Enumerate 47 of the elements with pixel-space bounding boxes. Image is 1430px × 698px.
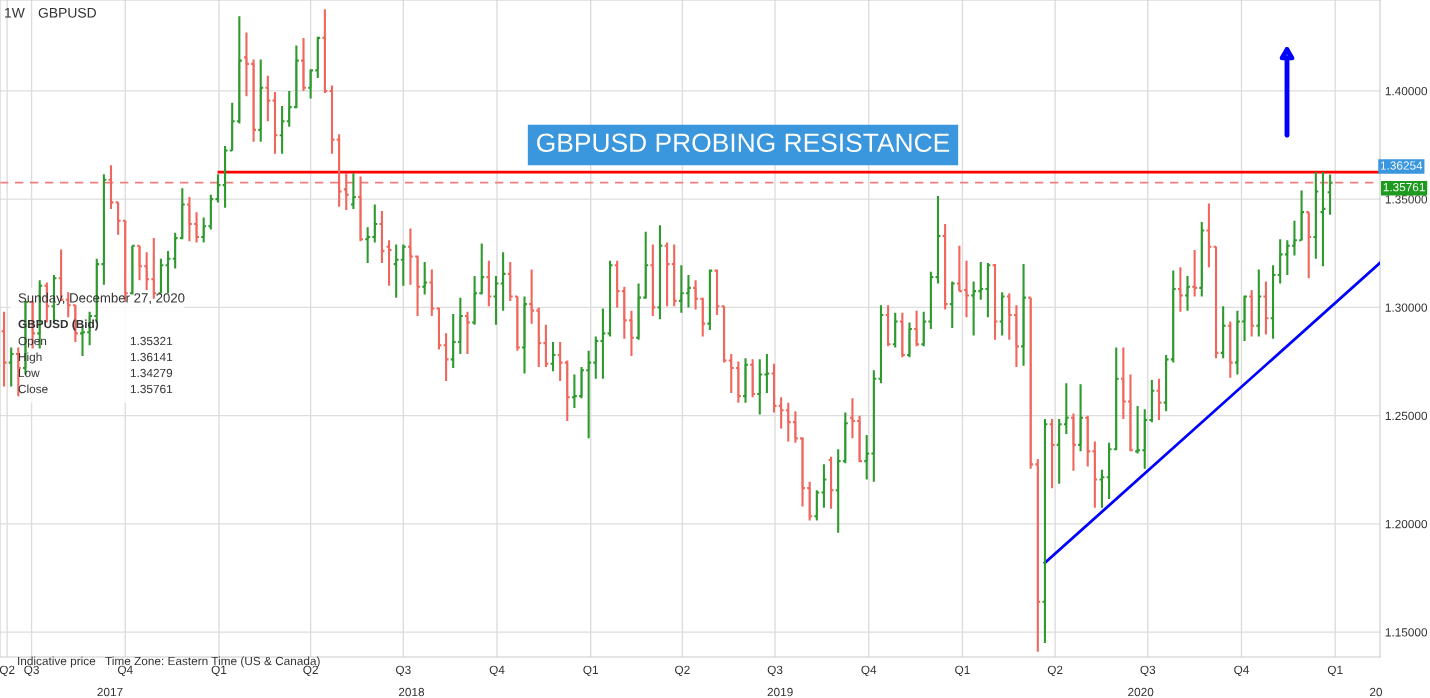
x-tick-label: Q2 xyxy=(1047,665,1063,677)
annotation: 1.36141 xyxy=(130,352,173,362)
candlestick xyxy=(494,274,498,326)
x-tick-label: Q3 xyxy=(395,665,411,677)
candlestick xyxy=(109,164,113,210)
y-tick-label: 1.40000 xyxy=(1385,86,1428,96)
candlestick xyxy=(936,194,940,285)
y-tick-label: 1.30000 xyxy=(1385,303,1428,312)
x-tick-label: Q3 xyxy=(24,665,39,677)
x-tick-label: Q4 xyxy=(1234,665,1250,677)
annotation: Low xyxy=(18,368,40,378)
x2-tick-label: 20 xyxy=(1369,687,1383,697)
ref-line-label: 1.35761 xyxy=(1383,182,1425,192)
x-tick-label: Q1 xyxy=(1327,665,1343,677)
annotation: 1.35761 xyxy=(130,384,173,394)
annotation: 1.34279 xyxy=(130,368,173,378)
candlestick xyxy=(715,268,719,317)
annotation: 1W xyxy=(5,8,25,18)
x2-tick-label: 2017 xyxy=(97,687,123,697)
x-tick-label: Q3 xyxy=(1140,665,1156,677)
x-tick-label: Q1 xyxy=(583,665,598,677)
y-tick-label: 1.20000 xyxy=(1385,519,1428,529)
x-tick-label: Q4 xyxy=(117,665,133,677)
x2-tick-label: 2020 xyxy=(1128,687,1154,697)
x-tick-label: Q4 xyxy=(861,665,877,677)
x-tick-label: Q3 xyxy=(767,665,783,677)
candlestick xyxy=(551,340,555,373)
annotation: GBPUSD xyxy=(38,7,96,18)
candlestick xyxy=(1321,171,1325,268)
candlestick xyxy=(993,263,997,341)
candlestick xyxy=(772,362,776,414)
y-tick-label: 1.15000 xyxy=(1385,628,1428,637)
x-tick-label: Q1 xyxy=(211,665,227,677)
candlestick xyxy=(330,84,334,155)
x-tick-label: Q2 xyxy=(0,665,15,677)
x-tick-label: Q1 xyxy=(955,665,970,677)
x-tick-label: Q4 xyxy=(489,665,505,677)
x2-tick-label: 2019 xyxy=(767,687,793,697)
y-tick-label: 1.35000 xyxy=(1385,195,1428,204)
text: GBPUSD PROBING RESISTANCE xyxy=(537,133,950,153)
x2-tick-label: 2018 xyxy=(398,687,425,697)
annotation: 1.36254 xyxy=(1380,161,1423,170)
annotation: 1.35321 xyxy=(130,336,173,346)
y-tick-label: 1.25000 xyxy=(1385,411,1428,421)
x-tick-label: Q2 xyxy=(675,665,690,677)
candlestick xyxy=(1157,377,1161,421)
candlestick xyxy=(273,90,277,155)
